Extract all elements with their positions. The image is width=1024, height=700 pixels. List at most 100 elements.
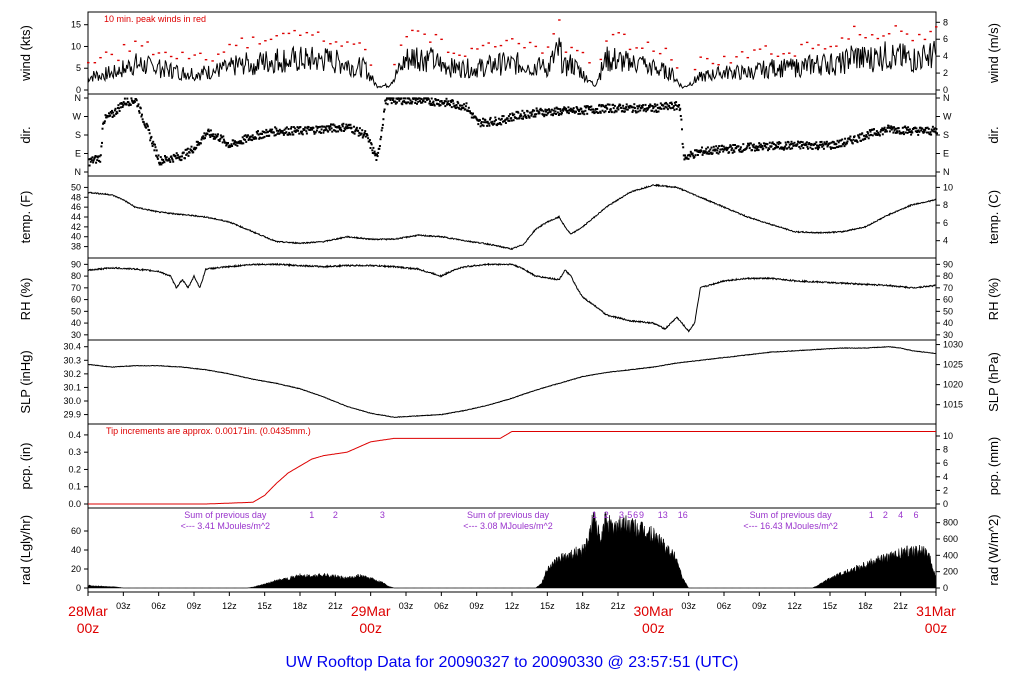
- dir-point: [187, 154, 190, 157]
- dir-point: [260, 132, 262, 135]
- dir-point: [422, 99, 425, 102]
- dir-point: [252, 136, 255, 139]
- dir-point: [268, 134, 271, 137]
- dir-point: [330, 127, 333, 130]
- dir-point: [868, 129, 871, 132]
- ytick-label: E: [75, 149, 81, 159]
- dir-point: [202, 135, 205, 138]
- peak-wind-mark: [175, 57, 179, 60]
- dir-point: [255, 137, 258, 140]
- dir-point: [616, 107, 619, 110]
- dir-point: [532, 109, 534, 112]
- dir-point: [521, 109, 524, 112]
- peak-wind-mark: [699, 56, 702, 58]
- dir-point: [283, 128, 286, 131]
- peak-wind-mark: [876, 37, 880, 40]
- dir-point: [590, 105, 593, 108]
- dir-point: [342, 122, 345, 125]
- dir-point: [352, 131, 355, 134]
- peak-wind-mark: [706, 57, 709, 60]
- dir-point: [406, 97, 409, 100]
- dir-point: [640, 107, 643, 110]
- ytick-label-right: 50: [943, 306, 953, 316]
- peak-wind-mark: [782, 53, 785, 55]
- dir-point: [153, 149, 156, 152]
- ytick-label-right: 0: [943, 583, 948, 593]
- dir-point: [695, 149, 698, 152]
- ylabel-slp: SLP (inHg): [18, 350, 33, 413]
- dir-point: [921, 127, 924, 130]
- dir-point: [244, 134, 247, 137]
- peak-wind-mark: [576, 49, 579, 52]
- dir-point: [513, 113, 516, 116]
- dir-point: [250, 135, 253, 138]
- dir-point: [328, 128, 331, 131]
- dir-point: [366, 134, 369, 137]
- dir-point: [313, 130, 315, 133]
- peak-wind-mark: [104, 51, 108, 53]
- dir-point: [330, 123, 332, 126]
- dir-point: [315, 129, 318, 132]
- dir-point: [686, 157, 689, 160]
- dir-point: [345, 127, 348, 130]
- dir-point: [833, 143, 836, 146]
- dir-point: [261, 133, 264, 135]
- dir-point: [459, 104, 462, 107]
- dir-point: [632, 109, 635, 112]
- dir-point: [816, 146, 819, 149]
- dir-point: [115, 112, 118, 115]
- dir-point: [731, 147, 734, 150]
- dir-point: [735, 147, 738, 149]
- ytick-label: 44: [71, 212, 81, 222]
- dir-point: [570, 108, 573, 111]
- dir-point: [104, 114, 107, 117]
- dir-point: [138, 110, 141, 113]
- ytick-label-right: 90: [943, 259, 953, 269]
- dir-point: [709, 151, 712, 154]
- dir-point: [102, 122, 105, 125]
- dir-point: [800, 140, 802, 143]
- dir-point: [893, 129, 896, 132]
- dir-point: [908, 128, 911, 131]
- peak-wind-mark: [140, 45, 144, 47]
- xtick-label: 12z: [505, 601, 520, 611]
- dir-point: [414, 102, 417, 104]
- dir-point: [234, 140, 236, 143]
- dir-point: [148, 129, 151, 131]
- dir-point: [734, 144, 736, 146]
- ylabel-right-rh: RH (%): [986, 278, 1001, 321]
- dir-point: [378, 147, 381, 150]
- dir-point: [561, 108, 564, 111]
- dir-point: [487, 122, 490, 125]
- dir-point: [933, 128, 936, 131]
- dir-point: [534, 115, 537, 118]
- dir-point: [107, 115, 110, 118]
- dir-point: [596, 108, 599, 110]
- dir-point: [583, 113, 586, 116]
- peak-wind-mark: [181, 51, 184, 54]
- dir-point: [390, 97, 393, 100]
- dir-point: [331, 130, 334, 133]
- dir-point: [232, 139, 235, 142]
- dir-point: [697, 151, 700, 153]
- dir-point: [669, 107, 672, 110]
- dir-point: [708, 152, 711, 155]
- dir-point: [167, 159, 170, 162]
- ytick-label: 0.4: [68, 430, 81, 440]
- dir-point: [605, 104, 607, 107]
- dir-point: [445, 97, 448, 100]
- dir-point: [519, 115, 522, 118]
- dir-point: [125, 103, 128, 106]
- dir-point: [111, 116, 114, 118]
- ytick-label: W: [73, 112, 82, 122]
- dir-point: [586, 112, 589, 115]
- ytick-label: 30: [71, 330, 81, 340]
- dir-point: [145, 126, 148, 129]
- dir-point: [500, 117, 503, 120]
- dir-point: [780, 146, 783, 149]
- dir-point: [707, 152, 710, 155]
- peak-wind-mark: [393, 63, 396, 66]
- dir-point: [218, 140, 221, 142]
- dir-point: [841, 138, 844, 141]
- dir-point: [363, 133, 365, 136]
